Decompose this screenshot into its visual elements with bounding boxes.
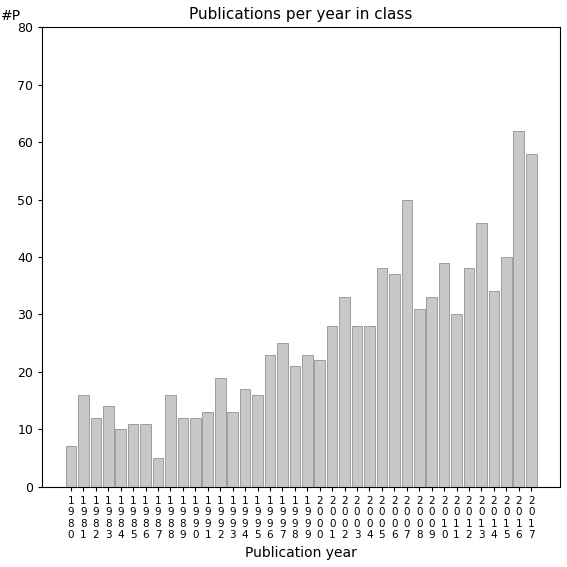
Bar xyxy=(103,407,113,486)
X-axis label: Publication year: Publication year xyxy=(245,546,357,560)
Bar xyxy=(439,263,450,486)
Bar xyxy=(302,354,312,486)
Bar xyxy=(339,297,350,486)
Bar xyxy=(352,326,362,486)
Bar xyxy=(464,268,475,486)
Bar xyxy=(476,222,486,486)
Bar xyxy=(116,429,126,486)
Bar xyxy=(451,314,462,486)
Text: #P: #P xyxy=(1,9,21,23)
Bar xyxy=(489,291,499,486)
Bar xyxy=(389,274,400,486)
Bar xyxy=(501,257,511,486)
Bar xyxy=(165,395,176,486)
Bar xyxy=(376,268,387,486)
Bar xyxy=(91,418,101,486)
Bar xyxy=(128,424,138,486)
Bar xyxy=(315,361,325,486)
Bar xyxy=(66,446,76,486)
Bar xyxy=(140,424,151,486)
Bar xyxy=(227,412,238,486)
Bar xyxy=(177,418,188,486)
Title: Publications per year in class: Publications per year in class xyxy=(189,7,413,22)
Bar xyxy=(526,154,536,486)
Bar xyxy=(215,378,226,486)
Bar xyxy=(290,366,300,486)
Bar xyxy=(327,326,337,486)
Bar xyxy=(414,308,425,486)
Bar xyxy=(514,130,524,486)
Bar xyxy=(240,389,251,486)
Bar xyxy=(277,343,287,486)
Bar xyxy=(202,412,213,486)
Bar xyxy=(265,354,275,486)
Bar xyxy=(153,458,163,486)
Bar xyxy=(426,297,437,486)
Bar xyxy=(78,395,88,486)
Bar xyxy=(252,395,263,486)
Bar xyxy=(190,418,201,486)
Bar xyxy=(401,200,412,486)
Bar xyxy=(364,326,375,486)
